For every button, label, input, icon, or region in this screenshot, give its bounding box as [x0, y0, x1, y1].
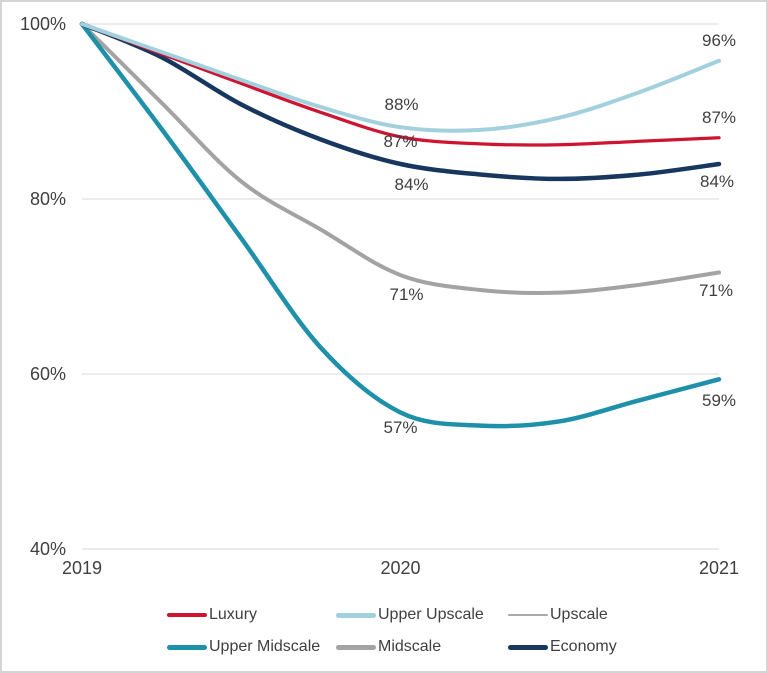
- legend-label-upscale: Upscale: [550, 606, 608, 623]
- legend-item-economy: Economy: [508, 637, 617, 657]
- value-label-upper-midscale: 57%: [383, 417, 418, 437]
- legend-item-upscale: Upscale: [508, 605, 608, 625]
- legend-swatch-upscale: [508, 614, 548, 616]
- legend-swatch-luxury: [167, 613, 207, 617]
- series-line-economy: [79, 21, 722, 182]
- legend-item-upper-midscale: Upper Midscale: [167, 637, 320, 657]
- series-line-luxury: [80, 22, 721, 147]
- legend-label-upper-midscale: Upper Midscale: [209, 638, 321, 655]
- y-tick-100%: 100%: [19, 14, 66, 34]
- y-tick-60%: 60%: [29, 364, 66, 384]
- value-label-luxury: 87%: [383, 131, 418, 151]
- value-label-upper-midscale: 59%: [701, 391, 737, 411]
- legend-item-upper-upscale: Upper Upscale: [336, 605, 484, 625]
- legend-label-midscale: Midscale: [378, 638, 442, 655]
- legend-item-luxury: Luxury: [167, 605, 257, 625]
- value-label-midscale: 71%: [389, 285, 424, 305]
- value-label-upper-upscale: 96%: [701, 30, 737, 50]
- value-label-midscale: 71%: [698, 280, 734, 300]
- y-tick-80%: 80%: [29, 189, 66, 209]
- value-label-economy: 84%: [394, 175, 429, 194]
- value-label-economy: 84%: [699, 172, 735, 191]
- y-tick-40%: 40%: [29, 539, 66, 559]
- x-tick-2021: 2021: [698, 558, 740, 578]
- legend-swatch-midscale: [336, 644, 376, 650]
- legend-swatch-economy: [508, 644, 548, 650]
- legend-label-upper-upscale: Upper Upscale: [378, 606, 484, 623]
- series-line-midscale: [80, 22, 721, 295]
- x-tick-2020: 2020: [380, 558, 421, 578]
- value-label-upper-upscale: 88%: [384, 95, 419, 115]
- legend-label-economy: Economy: [550, 638, 617, 655]
- value-label-luxury: 87%: [701, 107, 737, 127]
- series-line-upper-upscale: [80, 22, 721, 133]
- legend-item-midscale: Midscale: [336, 637, 441, 657]
- legend-swatch-upper-upscale: [336, 612, 376, 618]
- legend-swatch-upper-midscale: [167, 644, 207, 650]
- x-tick-2019: 2019: [61, 558, 103, 578]
- legend-label-luxury: Luxury: [209, 606, 258, 623]
- series-line-upper-midscale: [79, 21, 722, 429]
